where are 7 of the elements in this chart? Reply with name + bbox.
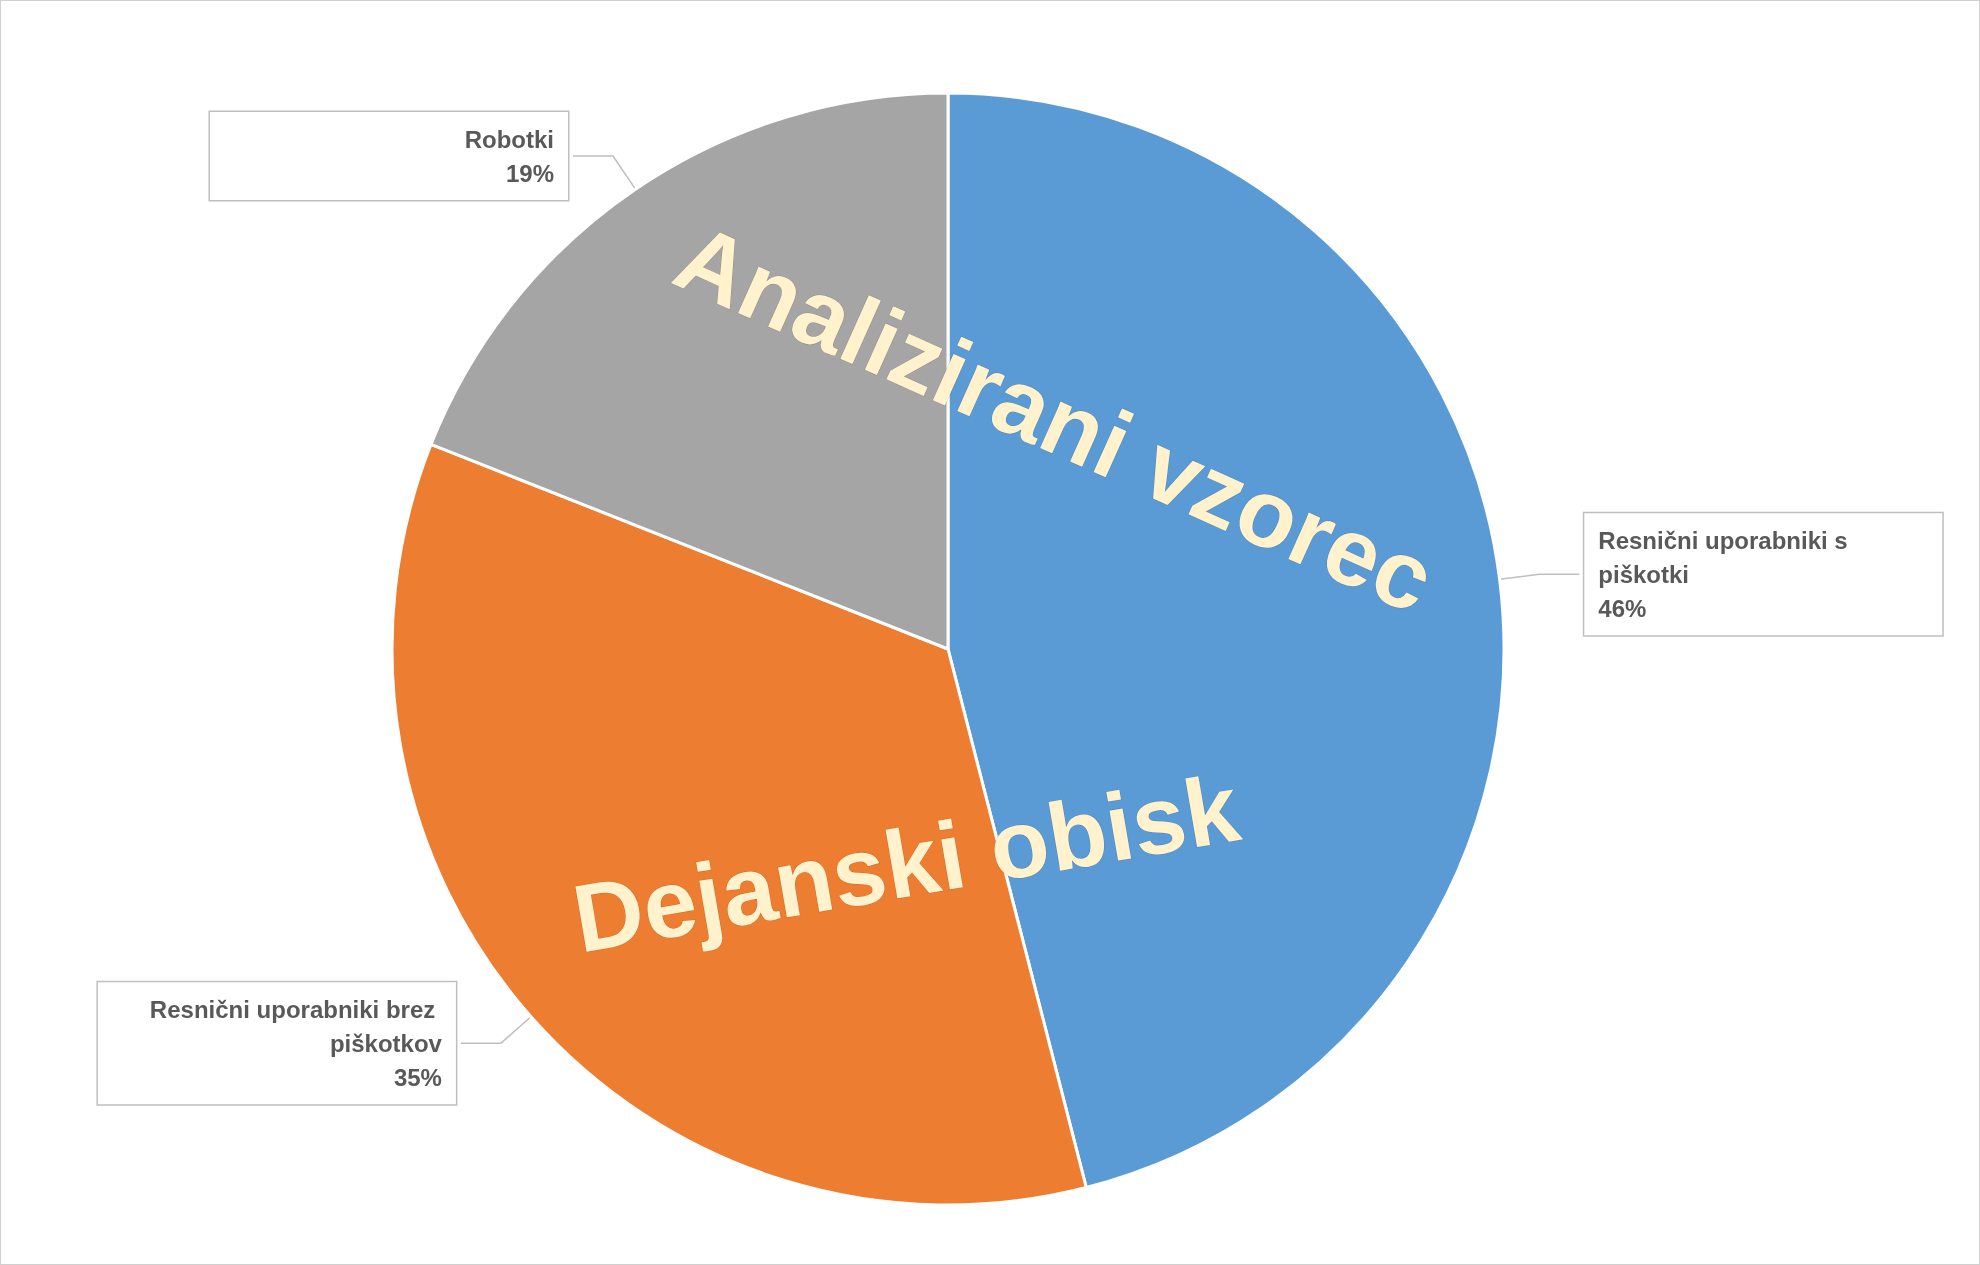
data-label: 46%: [1598, 594, 1647, 622]
slice-label: Resnični uporabniki brez piškotkov: [149, 995, 443, 1057]
text: Dejanski obisk: [565, 753, 1247, 973]
data-label: 35%: [393, 1063, 442, 1091]
slice-label: Robotki: [464, 125, 554, 153]
slice-label: Resnični uporabniki s piškotki: [1598, 526, 1855, 588]
data-label: 19%: [505, 159, 554, 187]
